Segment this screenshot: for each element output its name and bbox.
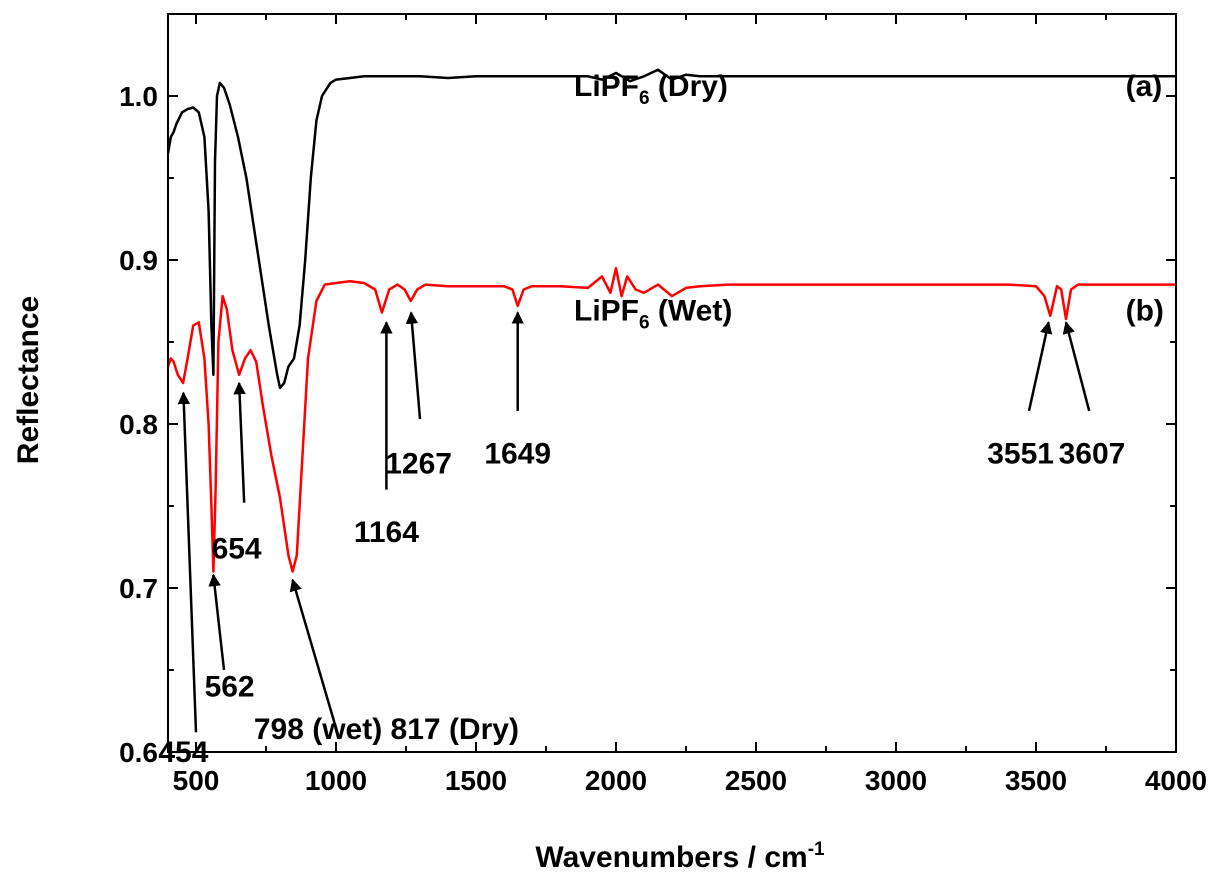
axis-tick-labels: 500 1000 1500 2000 2500 3000 3500 4000 0.6 0.7 0.8…	[119, 81, 1207, 796]
annotation-arrow	[405, 311, 422, 420]
annotation-label: 798 (wet) 817 (Dry)	[254, 713, 519, 746]
x-tick-label: 3000	[865, 765, 927, 796]
annotation-label: 3607	[1059, 438, 1126, 471]
plot-content	[166, 68, 1176, 573]
annotation-arrow	[177, 391, 198, 733]
series-line-0	[166, 68, 1176, 390]
y-tick-label: 1.0	[119, 81, 158, 112]
x-axis-label-main: Wavenumbers / cm	[535, 841, 807, 874]
series-label-suffix: (Wet)	[650, 295, 733, 328]
annotation-label: 1649	[484, 438, 551, 471]
annotation-arrow	[208, 573, 226, 671]
series-label-suffix: (Dry)	[650, 70, 728, 103]
annotation-label: 454	[158, 736, 208, 769]
series-label-0: LiPF6 (Dry)	[574, 70, 728, 109]
series-label-subscript: 6	[639, 313, 650, 334]
x-tick-label: 1000	[305, 765, 367, 796]
x-tick-label: 2500	[725, 765, 787, 796]
y-axis-label: Reflectance	[12, 296, 45, 464]
plot-frame	[167, 13, 1177, 753]
series-label-main: LiPF	[574, 295, 639, 328]
annotation-arrow	[1062, 321, 1091, 412]
axis-ticks	[168, 14, 1177, 753]
x-tick-label: 1500	[445, 765, 507, 796]
panel-label-0: (a)	[1126, 70, 1163, 103]
series-label-subscript: 6	[639, 88, 650, 109]
annotation-label: 1164	[354, 516, 419, 549]
x-tick-label: 2000	[585, 765, 647, 796]
x-tick-label: 4000	[1145, 765, 1207, 796]
panel-label-1: (b)	[1126, 295, 1164, 328]
annotation-label: 562	[205, 670, 255, 703]
annotation-label: 1267	[385, 447, 452, 480]
x-tick-label: 500	[173, 765, 220, 796]
series-label-main: LiPF	[574, 70, 639, 103]
annotation-arrow	[289, 578, 340, 736]
y-tick-label: 0.7	[119, 573, 158, 604]
y-tick-label: 0.9	[119, 245, 158, 276]
series-line-1	[166, 266, 1176, 573]
x-axis-label-superscript: -1	[808, 839, 825, 860]
y-tick-label: 0.6	[119, 737, 158, 768]
chart-labels: LiPF6 (Dry)LiPF6 (Wet)(a)(b)454562654798…	[158, 70, 1164, 769]
x-tick-label: 3500	[1005, 765, 1067, 796]
x-axis-label: Wavenumbers / cm-1	[535, 839, 825, 874]
series-label-1: LiPF6 (Wet)	[574, 295, 732, 334]
annotation-label: 3551	[987, 438, 1054, 471]
annotation-arrow	[1027, 321, 1053, 412]
annotation-label: 654	[212, 533, 262, 566]
annotation-arrow	[233, 381, 246, 503]
y-tick-label: 0.8	[119, 409, 158, 440]
